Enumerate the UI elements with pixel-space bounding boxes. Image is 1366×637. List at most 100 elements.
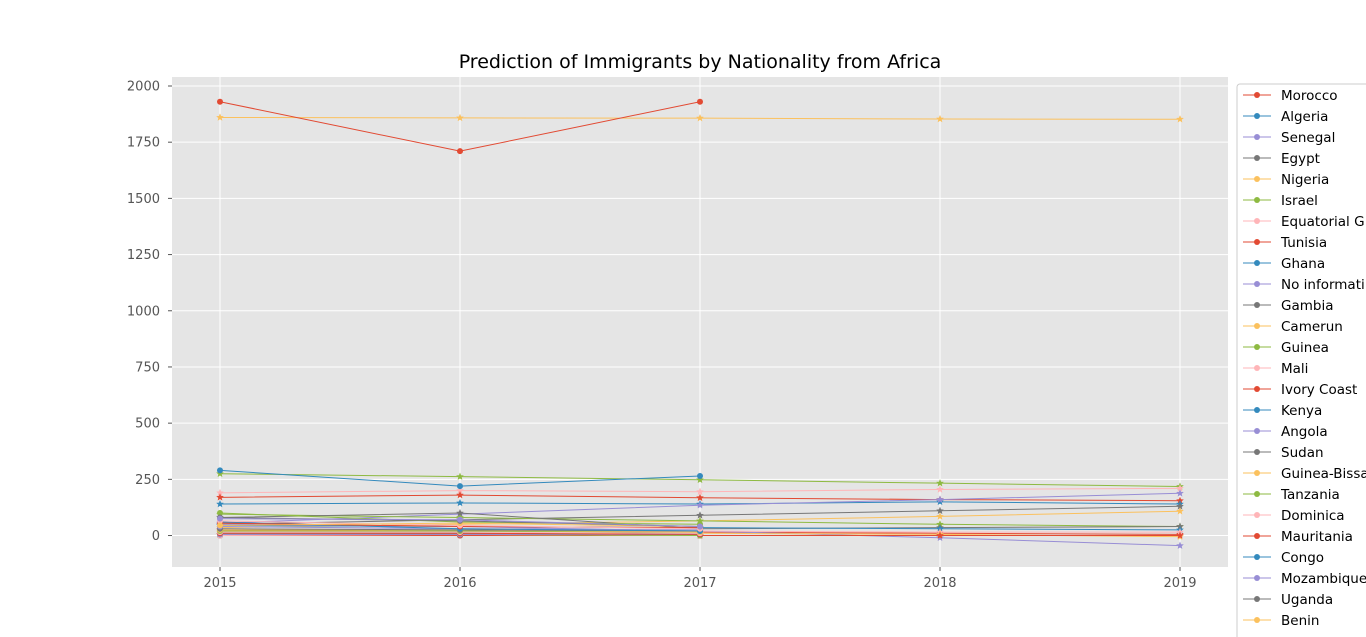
- legend-label: Mozambique: [1281, 571, 1366, 587]
- legend-label: Dominica: [1281, 508, 1345, 524]
- x-tick-label: 2019: [1163, 576, 1196, 591]
- legend-label: Tanzania: [1280, 487, 1340, 503]
- prediction-point: [696, 487, 704, 495]
- legend-label: Morocco: [1281, 88, 1338, 104]
- y-tick-label: 250: [135, 473, 160, 488]
- series-point: [457, 483, 463, 490]
- legend-marker: [1254, 281, 1260, 287]
- prediction-point: [696, 501, 704, 509]
- legend-label: Angola: [1281, 424, 1328, 440]
- series-point: [217, 510, 223, 517]
- prediction-point: [1176, 502, 1184, 510]
- prediction-point: [216, 493, 224, 501]
- y-tick-label: 1250: [127, 248, 160, 263]
- series-point: [697, 98, 703, 105]
- prediction-point: [456, 491, 464, 499]
- series-point: [217, 467, 223, 474]
- prediction-point: [1176, 484, 1184, 492]
- x-tick-label: 2018: [923, 576, 956, 591]
- prediction-point: [216, 113, 224, 121]
- legend-marker: [1254, 239, 1260, 245]
- prediction-point: [696, 511, 704, 519]
- legend-marker: [1254, 365, 1260, 371]
- legend-marker: [1254, 512, 1260, 518]
- prediction-point: [216, 488, 224, 497]
- y-tick-label: 750: [135, 360, 160, 375]
- y-tick-label: 1500: [127, 192, 160, 207]
- prediction-point: [696, 475, 704, 484]
- legend-label: Uganda: [1281, 592, 1333, 608]
- legend-marker: [1254, 575, 1260, 581]
- axis-ticks: 0 250 500 750 1000 1250 1500 1750 2000 2015 2016 20…: [127, 79, 1197, 591]
- prediction-point: [936, 115, 944, 123]
- prediction-point: [696, 493, 704, 502]
- legend-marker: [1254, 302, 1260, 308]
- series-point: [217, 98, 223, 105]
- legend: Morocco Algeria Senegal Egypt Nigeria Israel E…: [1236, 83, 1366, 637]
- series-point: [217, 515, 223, 522]
- legend-box: [1236, 83, 1366, 637]
- prediction-point: [456, 498, 464, 507]
- legend-marker: [1254, 260, 1260, 266]
- legend-label: Tunisia: [1280, 235, 1327, 251]
- series-lines: [216, 98, 1184, 549]
- legend-label: Equatorial G: [1281, 214, 1365, 230]
- legend-label: Senegal: [1281, 130, 1335, 146]
- series-point: [697, 472, 703, 479]
- prediction-point: [936, 479, 944, 487]
- legend-marker: [1254, 533, 1260, 539]
- legend-marker: [1254, 554, 1260, 560]
- legend-marker: [1254, 596, 1260, 602]
- legend-label: Mauritania: [1281, 529, 1353, 545]
- x-tick-label: 2015: [203, 576, 236, 591]
- y-tick-label: 2000: [127, 79, 160, 94]
- prediction-point: [456, 509, 464, 517]
- prediction-point: [696, 114, 704, 122]
- legend-marker: [1254, 134, 1260, 140]
- legend-label: Congo: [1281, 550, 1324, 566]
- legend-label: Kenya: [1281, 403, 1322, 419]
- prediction-point: [936, 512, 944, 520]
- legend-marker: [1254, 407, 1260, 413]
- legend-marker: [1254, 428, 1260, 434]
- prediction-point: [936, 495, 944, 503]
- y-tick-label: 1000: [127, 304, 160, 319]
- legend-marker: [1254, 197, 1260, 203]
- legend-label: Algeria: [1281, 109, 1328, 125]
- prediction-point: [1176, 115, 1184, 123]
- legend-label: Gambia: [1281, 298, 1333, 314]
- legend-label: Guinea: [1281, 340, 1329, 356]
- prediction-point: [456, 113, 464, 122]
- legend-label: Ivory Coast: [1281, 382, 1357, 398]
- legend-label: Camerun: [1281, 319, 1343, 335]
- series-point: [457, 516, 463, 523]
- legend-marker: [1254, 617, 1260, 623]
- chart-title: Prediction of Immigrants by Nationality …: [459, 51, 942, 73]
- legend-label: Benin: [1281, 613, 1319, 629]
- legend-label: Nigeria: [1281, 172, 1329, 188]
- legend-marker: [1254, 491, 1260, 497]
- y-tick-label: 0: [152, 529, 160, 544]
- x-tick-label: 2016: [443, 576, 476, 591]
- legend-label: Mali: [1281, 361, 1308, 377]
- x-tick-label: 2017: [683, 576, 716, 591]
- prediction-point: [1176, 489, 1184, 497]
- legend-label: No informati: [1281, 277, 1365, 293]
- legend-marker: [1254, 344, 1260, 350]
- legend-marker: [1254, 113, 1260, 119]
- prediction-point: [936, 531, 944, 539]
- legend-marker: [1254, 470, 1260, 476]
- prediction-point: [456, 472, 464, 480]
- legend-marker: [1254, 155, 1260, 161]
- legend-marker: [1254, 176, 1260, 182]
- prediction-point: [1176, 531, 1184, 539]
- prediction-point: [456, 486, 464, 494]
- prediction-point: [1176, 507, 1184, 515]
- prediction-point: [936, 485, 944, 493]
- prediction-point: [936, 506, 944, 515]
- legend-marker: [1254, 92, 1260, 98]
- y-tick-label: 1750: [127, 136, 160, 151]
- legend-marker: [1254, 323, 1260, 329]
- legend-label: Egypt: [1281, 151, 1320, 167]
- series-point: [697, 523, 703, 530]
